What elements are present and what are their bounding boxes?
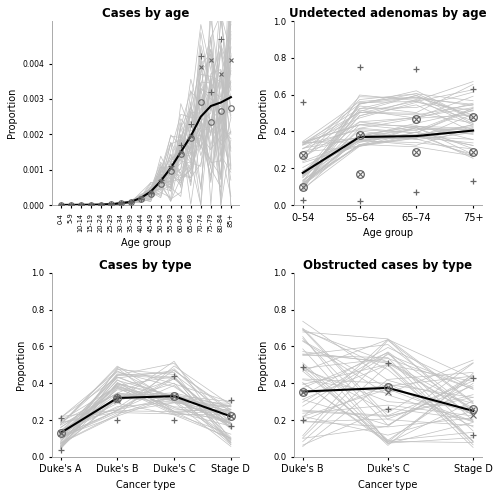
X-axis label: Cancer type: Cancer type (116, 480, 176, 490)
Title: Cases by type: Cases by type (100, 259, 192, 272)
Y-axis label: Proportion: Proportion (258, 339, 268, 390)
X-axis label: Cancer type: Cancer type (358, 480, 418, 490)
Y-axis label: Proportion: Proportion (258, 88, 268, 138)
X-axis label: Age group: Age group (120, 238, 171, 248)
X-axis label: Age group: Age group (363, 228, 413, 238)
Title: Obstructed cases by type: Obstructed cases by type (304, 259, 472, 272)
Title: Cases by age: Cases by age (102, 7, 190, 20)
Y-axis label: Proportion: Proportion (16, 339, 26, 390)
Title: Undetected adenomas by age: Undetected adenomas by age (289, 7, 486, 20)
Y-axis label: Proportion: Proportion (7, 88, 17, 138)
